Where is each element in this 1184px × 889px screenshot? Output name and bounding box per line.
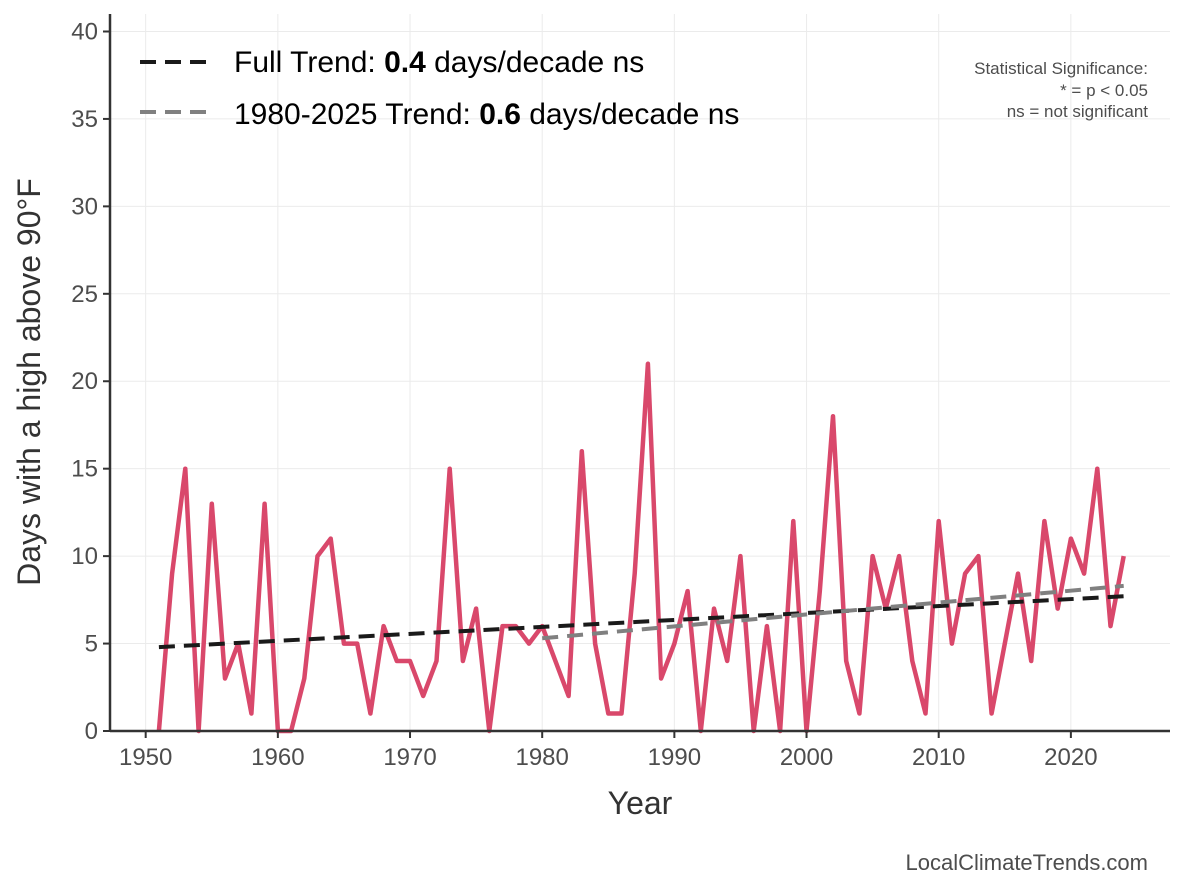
legend: Full Trend: 0.4 days/decade ns 1980-2025… — [140, 46, 739, 131]
significance-line-1: Statistical Significance: — [974, 59, 1148, 78]
series-layer — [156, 361, 1126, 734]
x-tick-label-2020: 2020 — [1044, 744, 1097, 771]
x-axis-title: Year — [608, 785, 673, 821]
x-tick-label-1950: 1950 — [119, 744, 172, 771]
y-tick-label-20: 20 — [71, 368, 98, 395]
y-tick-label-15: 15 — [71, 456, 98, 483]
y-tick-label-25: 25 — [71, 281, 98, 308]
x-tick-label-1990: 1990 — [648, 744, 701, 771]
y-tick-label-5: 5 — [85, 631, 98, 658]
full-trend-line — [158, 594, 1124, 650]
x-tick-label-2000: 2000 — [780, 744, 833, 771]
legend-value-full-trend: 0.4 — [384, 46, 426, 79]
legend-suffix-1980-trend: days/decade ns — [521, 98, 739, 131]
credit-text: LocalClimateTrends.com — [906, 850, 1149, 875]
y-tick-label-40: 40 — [71, 18, 98, 45]
annual-days-line — [156, 361, 1126, 734]
x-tick-label-1960: 1960 — [251, 744, 304, 771]
y-tick-label-10: 10 — [71, 543, 98, 570]
significance-line-3: ns = not significant — [1007, 102, 1149, 121]
x-tick-label-1970: 1970 — [383, 744, 436, 771]
significance-note: Statistical Significance: * = p < 0.05 n… — [974, 59, 1148, 121]
legend-value-1980-trend: 0.6 — [479, 98, 521, 131]
legend-prefix-1980-trend: 1980-2025 Trend: — [234, 98, 479, 131]
legend-label-full-trend: Full Trend: 0.4 days/decade ns — [234, 46, 644, 79]
x-tick-label-2010: 2010 — [912, 744, 965, 771]
legend-suffix-full-trend: days/decade ns — [426, 46, 644, 79]
y-axis-title: Days with a high above 90°F — [11, 178, 47, 586]
y-tick-label-0: 0 — [85, 718, 98, 745]
axes — [108, 14, 1170, 733]
significance-line-2: * = p < 0.05 — [1060, 81, 1148, 100]
grid — [110, 14, 1170, 732]
y-tick-label-30: 30 — [71, 193, 98, 220]
x-tick-label-1980: 1980 — [515, 744, 568, 771]
legend-label-1980-trend: 1980-2025 Trend: 0.6 days/decade ns — [234, 98, 739, 131]
trend-1980-line — [542, 583, 1124, 641]
ticks: 0 5 10 15 20 25 30 35 40 1950 1960 1970 1980 1990 2000… — [71, 18, 1097, 771]
y-tick-label-35: 35 — [71, 106, 98, 133]
legend-prefix-full-trend: Full Trend: — [234, 46, 384, 79]
